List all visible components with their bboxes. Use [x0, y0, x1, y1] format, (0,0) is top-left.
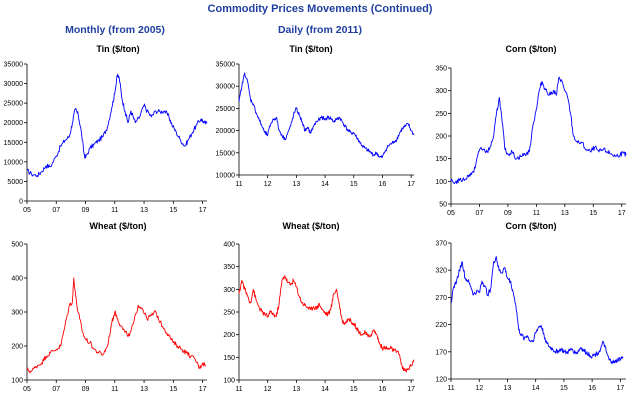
x-tick-label: 15 [350, 386, 358, 393]
y-tick-label: 300 [11, 310, 23, 317]
y-tick-label: 200 [223, 332, 235, 339]
y-tick-label: 10000 [216, 173, 236, 180]
y-tick-label: 30000 [4, 81, 24, 88]
page-title: Commodity Prices Movements (Continued) [207, 3, 433, 15]
x-tick-label: 12 [264, 386, 272, 393]
y-tick-label: 35000 [216, 62, 236, 69]
y-tick-label: 250 [435, 111, 447, 118]
y-tick-label: 400 [223, 242, 235, 249]
y-tick-label: 400 [11, 276, 23, 283]
x-tick-label: 05 [447, 210, 455, 217]
x-tick-label: 17 [199, 386, 207, 393]
series-line [238, 72, 415, 159]
series-line [26, 277, 206, 374]
y-tick-label: 100 [223, 378, 235, 385]
y-tick-label: 250 [223, 310, 235, 317]
x-tick-label: 15 [560, 385, 568, 392]
y-tick-label: 100 [11, 378, 23, 385]
x-tick-label: 13 [292, 386, 300, 393]
chart-title: Wheat ($/ton) [283, 221, 340, 231]
x-tick-label: 17 [407, 181, 415, 188]
x-tick-label: 15 [589, 210, 597, 217]
y-tick-label: 20000 [4, 120, 24, 127]
x-tick-label: 07 [52, 207, 60, 214]
x-tick-label: 15 [350, 181, 358, 188]
y-tick-label: 170 [435, 349, 447, 356]
x-tick-label: 09 [82, 207, 90, 214]
x-tick-label: 11 [235, 386, 242, 393]
x-tick-label: 13 [292, 181, 300, 188]
x-tick-label: 14 [321, 386, 329, 393]
monthly-subtitle: Monthly (from 2005) [65, 24, 165, 36]
y-tick-label: 350 [435, 66, 447, 73]
y-tick-label: 100 [435, 179, 447, 186]
x-tick-label: 05 [23, 386, 31, 393]
y-tick-label: 10000 [4, 159, 24, 166]
x-tick-label: 14 [321, 181, 329, 188]
x-tick-label: 15 [169, 207, 177, 214]
y-tick-label: 150 [223, 355, 235, 362]
y-tick-label: 320 [435, 268, 447, 275]
y-tick-label: 150 [435, 156, 447, 163]
y-tick-label: 200 [435, 134, 447, 141]
y-tick-label: 25000 [4, 101, 24, 108]
x-tick-label: 12 [475, 385, 483, 392]
x-tick-label: 17 [616, 385, 624, 392]
y-tick-label: 20000 [216, 128, 236, 135]
x-tick-label: 11 [447, 385, 454, 392]
series-line [238, 275, 415, 373]
x-tick-label: 09 [504, 210, 512, 217]
x-tick-label: 05 [23, 207, 31, 214]
x-tick-label: 16 [379, 386, 387, 393]
chart-title: Wheat ($/ton) [90, 221, 147, 231]
x-tick-label: 13 [504, 385, 512, 392]
x-tick-label: 14 [532, 385, 540, 392]
x-tick-label: 11 [533, 210, 540, 217]
y-tick-label: 35000 [4, 62, 24, 69]
series-line [450, 76, 627, 185]
x-tick-label: 11 [111, 386, 118, 393]
x-tick-label: 15 [169, 386, 177, 393]
x-tick-label: 17 [199, 207, 207, 214]
y-tick-label: 0 [19, 199, 23, 206]
series-line [26, 73, 208, 178]
y-tick-label: 200 [11, 344, 23, 351]
chart-title: Corn ($/ton) [506, 44, 557, 54]
x-tick-label: 09 [82, 386, 90, 393]
x-tick-label: 17 [407, 386, 415, 393]
chart-title: Tin ($/ton) [289, 44, 332, 54]
daily-subtitle: Daily (from 2011) [277, 24, 363, 36]
y-tick-label: 270 [435, 295, 447, 302]
series-line [450, 256, 624, 364]
chart-title: Tin ($/ton) [96, 44, 139, 54]
x-tick-label: 07 [476, 210, 484, 217]
y-tick-label: 25000 [216, 106, 236, 113]
y-tick-label: 220 [435, 322, 447, 329]
x-tick-label: 11 [235, 181, 242, 188]
y-tick-label: 120 [435, 377, 447, 384]
y-tick-label: 15000 [4, 140, 24, 147]
x-tick-label: 11 [111, 207, 118, 214]
x-tick-label: 13 [140, 207, 148, 214]
y-tick-label: 500 [11, 242, 23, 249]
x-tick-label: 17 [618, 210, 626, 217]
x-tick-label: 16 [588, 385, 596, 392]
chart-title: Corn ($/ton) [506, 221, 557, 231]
x-tick-label: 13 [561, 210, 569, 217]
x-tick-label: 16 [379, 181, 387, 188]
y-tick-label: 50 [439, 202, 447, 209]
y-tick-label: 5000 [7, 179, 23, 186]
y-tick-label: 350 [223, 264, 235, 271]
y-tick-label: 370 [435, 241, 447, 248]
y-tick-label: 15000 [216, 150, 236, 157]
y-tick-label: 300 [223, 287, 235, 294]
x-tick-label: 12 [264, 181, 272, 188]
y-tick-label: 30000 [216, 84, 236, 91]
y-tick-label: 300 [435, 88, 447, 95]
x-tick-label: 13 [140, 386, 148, 393]
x-tick-label: 07 [52, 386, 60, 393]
